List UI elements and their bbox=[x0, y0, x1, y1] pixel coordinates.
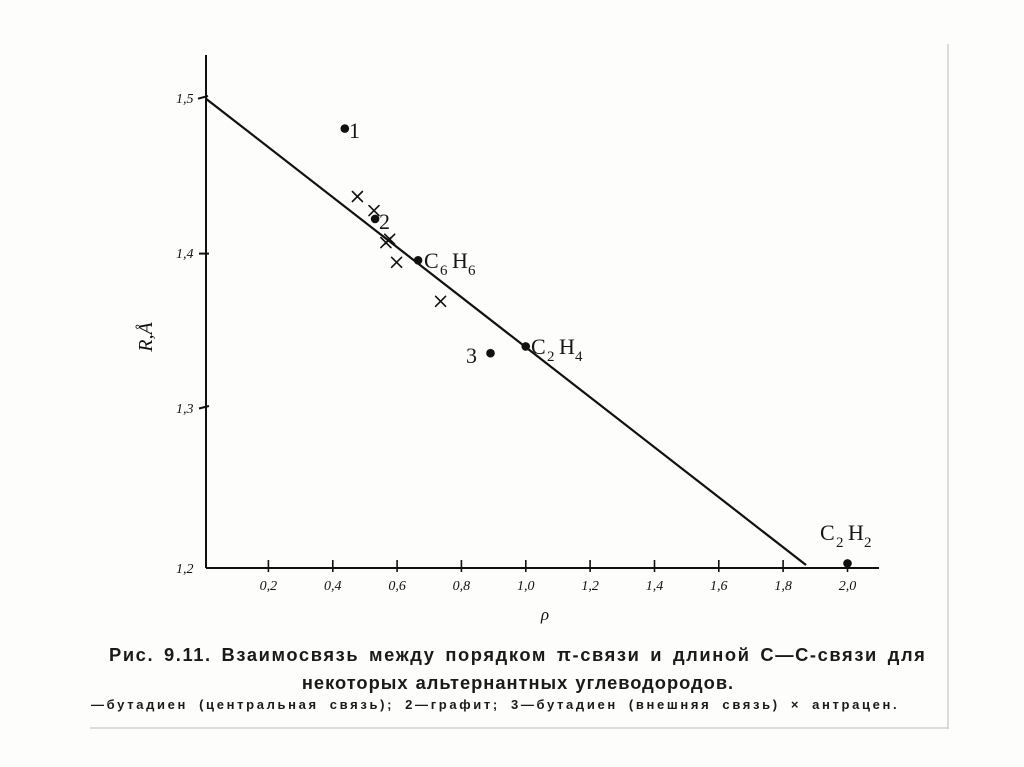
svg-text:C: C bbox=[424, 248, 439, 273]
svg-text:2: 2 bbox=[379, 209, 390, 234]
svg-text:1,5: 1,5 bbox=[176, 92, 194, 107]
svg-text:2: 2 bbox=[547, 349, 555, 365]
svg-text:H: H bbox=[848, 520, 864, 545]
svg-text:C: C bbox=[820, 520, 835, 545]
svg-text:0,4: 0,4 bbox=[324, 579, 342, 594]
svg-text:3: 3 bbox=[466, 343, 477, 368]
svg-text:0,8: 0,8 bbox=[453, 579, 471, 594]
svg-text:6: 6 bbox=[440, 263, 448, 279]
svg-text:1,4: 1,4 bbox=[176, 247, 194, 262]
svg-text:1: 1 bbox=[349, 118, 360, 143]
svg-text:1,0: 1,0 bbox=[517, 579, 535, 594]
svg-text:R,Å: R,Å bbox=[135, 322, 157, 353]
svg-text:H: H bbox=[559, 334, 575, 359]
svg-text:6: 6 bbox=[468, 263, 476, 279]
svg-text:1,2: 1,2 bbox=[176, 562, 194, 577]
svg-text:1,4: 1,4 bbox=[646, 579, 664, 594]
svg-text:2: 2 bbox=[864, 535, 872, 551]
svg-text:ρ: ρ bbox=[540, 605, 549, 624]
svg-text:4: 4 bbox=[575, 349, 583, 365]
svg-text:2,0: 2,0 bbox=[839, 579, 857, 594]
svg-text:0,2: 0,2 bbox=[260, 579, 278, 594]
svg-text:2: 2 bbox=[836, 535, 844, 551]
svg-text:1,3: 1,3 bbox=[176, 402, 194, 417]
svg-text:C: C bbox=[531, 334, 546, 359]
svg-text:H: H bbox=[452, 248, 468, 273]
svg-text:0,6: 0,6 bbox=[388, 579, 406, 594]
svg-text:1,8: 1,8 bbox=[774, 579, 792, 594]
svg-text:1,2: 1,2 bbox=[581, 579, 599, 594]
svg-text:1,6: 1,6 bbox=[710, 579, 728, 594]
